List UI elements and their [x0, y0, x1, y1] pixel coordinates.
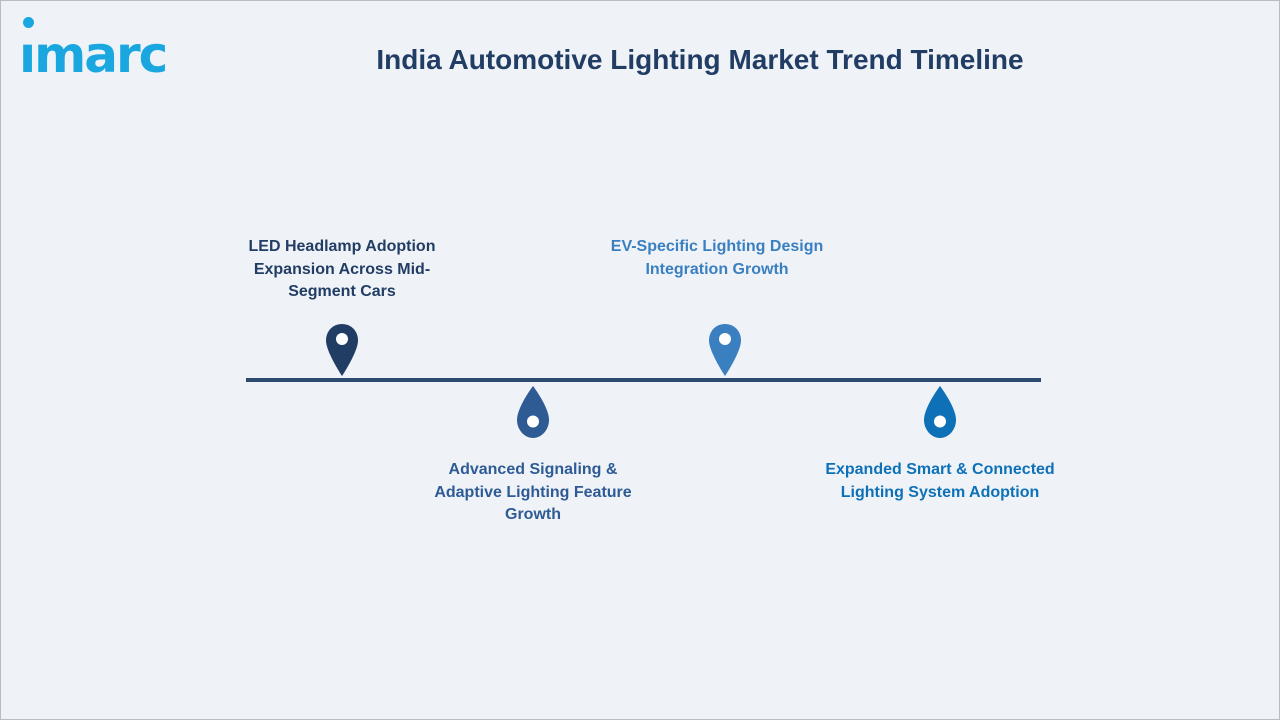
- milestone-4-marker: [923, 385, 957, 439]
- imarc-logo: ımarc: [19, 13, 209, 83]
- timeline-axis: [246, 378, 1041, 382]
- milestone-2-label: Advanced Signaling & Adaptive Lighting F…: [434, 461, 632, 523]
- map-pin-icon: [709, 324, 741, 376]
- drop-pin-icon: [924, 386, 956, 438]
- milestone-3-marker: [708, 323, 742, 377]
- milestone-3-label: EV-Specific Lighting Design Integration …: [610, 238, 824, 278]
- page-title: India Automotive Lighting Market Trend T…: [376, 44, 1024, 75]
- milestone-2-marker: [516, 385, 550, 439]
- map-pin-icon: [326, 324, 358, 376]
- drop-pin-icon: [517, 386, 549, 438]
- milestone-4-label: Expanded Smart & Connected Lighting Syst…: [825, 461, 1055, 501]
- logo-dot: [23, 17, 34, 28]
- milestone-1-label: LED Headlamp Adoption Expansion Across M…: [248, 238, 436, 300]
- milestone-1-marker: [325, 323, 359, 377]
- logo-text: ımarc: [19, 26, 168, 84]
